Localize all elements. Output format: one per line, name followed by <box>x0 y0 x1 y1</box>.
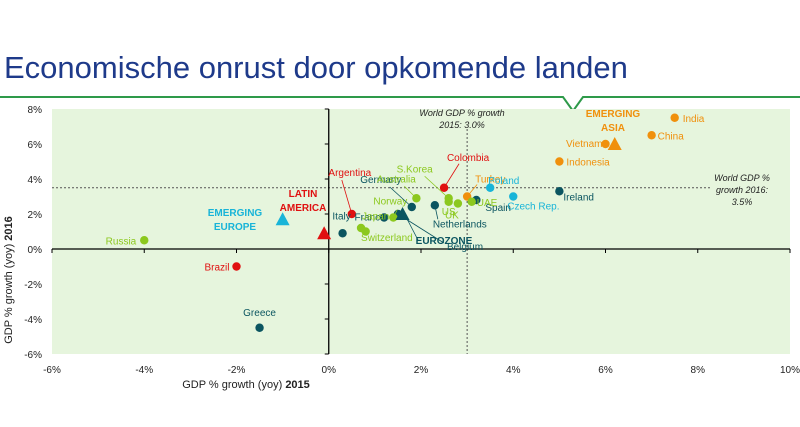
data-point-vietnam <box>601 139 610 149</box>
aggregate-marker-latin-america <box>317 226 332 240</box>
header-rule <box>0 96 800 113</box>
leader-line <box>404 185 417 199</box>
point-label: Russia <box>106 236 137 247</box>
data-point-us <box>444 197 453 206</box>
point-label: Ireland <box>563 192 594 203</box>
leader-line <box>397 213 445 244</box>
data-point-switzerland <box>356 223 366 233</box>
data-point-greece <box>255 323 264 332</box>
leader-line <box>389 186 413 208</box>
reference-lines: World GDP % growth 2015: 3.0% World GDP % g… <box>52 108 770 354</box>
point-label: Colombia <box>447 153 490 164</box>
point-label: S.Korea <box>397 164 434 175</box>
leader-line <box>392 209 398 218</box>
point-label: Greece <box>243 308 276 319</box>
x-tick-label: 2% <box>414 365 429 376</box>
data-point-france <box>379 213 389 222</box>
data-point-uk <box>453 199 463 208</box>
y-tick-label: -6% <box>24 350 42 361</box>
data-point-ireland <box>555 187 564 196</box>
point-label: Italy <box>332 211 350 222</box>
x-tick-label: -6% <box>43 365 61 376</box>
x-tick-label: 10% <box>780 365 800 376</box>
point-label: UK <box>445 211 459 222</box>
point-label: Argentina <box>328 168 371 179</box>
point-label: Japan <box>362 212 389 223</box>
y-tick-label: -2% <box>24 280 42 291</box>
aggregate-marker-eurozone <box>395 207 410 220</box>
world-growth-2016-label: World GDP % <box>714 173 770 183</box>
y-axis-label: GDP % growth (yoy) 2016 <box>3 216 15 344</box>
point-label: Czech Rep. <box>507 202 559 213</box>
point-label: UAE <box>477 198 498 209</box>
point-label: Poland <box>488 176 519 187</box>
aggregate-label-eurozone: EUROZONE <box>416 236 473 247</box>
point-label: Turkey <box>475 175 505 186</box>
x-tick-label: 0% <box>322 365 337 376</box>
point-label: Spain <box>485 203 511 214</box>
aggregate-marker-emerging-asia <box>607 137 622 150</box>
point-label: Brazil <box>204 263 229 274</box>
data-point-netherlands <box>430 201 440 210</box>
point-label: Switzerland <box>361 233 413 244</box>
y-tick-label: 4% <box>28 175 43 186</box>
data-point-china <box>647 131 656 140</box>
point-label: China <box>658 131 685 142</box>
point-label: Belgium <box>447 242 483 253</box>
data-point-brazil <box>232 262 241 271</box>
data-point-russia <box>140 236 149 245</box>
aggregate-label-emerging-europe: EMERGING <box>208 208 263 219</box>
leader-line <box>443 163 460 188</box>
world-growth-2015-value: 2015: 3.0% <box>438 120 485 130</box>
data-point-italy <box>338 229 347 238</box>
x-tick-label: 8% <box>691 365 706 376</box>
data-point-poland <box>485 183 495 192</box>
leader-line <box>466 184 478 197</box>
page-title: Economische onrust door opkomende landen <box>4 50 628 85</box>
y-tick-label: -4% <box>24 315 42 326</box>
point-label: India <box>683 114 705 125</box>
y-tick-label: 2% <box>28 210 43 221</box>
data-point-india <box>670 113 679 122</box>
plot-area <box>52 109 790 354</box>
world-growth-2015-label: World GDP % growth <box>419 108 504 118</box>
leader-line <box>341 179 353 215</box>
leader-line <box>424 175 449 199</box>
point-label: US <box>442 207 456 218</box>
world-growth-2016-label-2: growth 2016: <box>716 185 769 195</box>
point-labels: India China Vietnam Indonesia Turkey Argentin… <box>106 109 705 319</box>
axes <box>51 108 791 355</box>
data-point-czech-rep <box>509 192 518 201</box>
aggregate-marker-emerging-europe <box>275 212 290 226</box>
aggregate-label-emerging-asia-2: ASIA <box>601 123 625 134</box>
x-tick-label: -2% <box>228 365 246 376</box>
point-label: Australia <box>377 174 416 185</box>
y-tick-label: 0% <box>28 245 43 256</box>
point-label: Germany <box>360 175 401 186</box>
data-point-uae <box>467 197 476 206</box>
point-label: Vietnam <box>566 139 603 150</box>
x-tick-label: -4% <box>135 365 153 376</box>
tick-labels: -6% -4% -2% 0% 2% 4% 6% 8% 10% 8% 6% 4% 2% 0% -2% -4% -6… <box>24 105 800 376</box>
point-label: Norway <box>373 197 407 208</box>
aggregate-label-emerging-europe-2: EUROPE <box>214 222 257 233</box>
point-label: Indonesia <box>566 158 610 169</box>
point-label: France <box>355 213 387 224</box>
y-tick-label: 6% <box>28 140 43 151</box>
x-tick-label: 6% <box>598 365 613 376</box>
x-axis-label: GDP % growth (yoy) 2015 <box>182 379 310 391</box>
leader-line <box>406 217 419 241</box>
leader-line <box>434 205 439 220</box>
aggregate-label-emerging-asia: EMERGING <box>586 109 641 120</box>
world-growth-2016-value: 3.5% <box>732 197 753 207</box>
point-label: Netherlands <box>433 219 487 230</box>
data-point-indonesia <box>555 157 564 166</box>
aggregate-label-latin-america-2: AMERICA <box>280 203 327 214</box>
y-tick-label: 8% <box>28 105 43 116</box>
x-tick-label: 4% <box>506 365 521 376</box>
aggregate-label-latin-america: LATIN <box>289 189 318 200</box>
